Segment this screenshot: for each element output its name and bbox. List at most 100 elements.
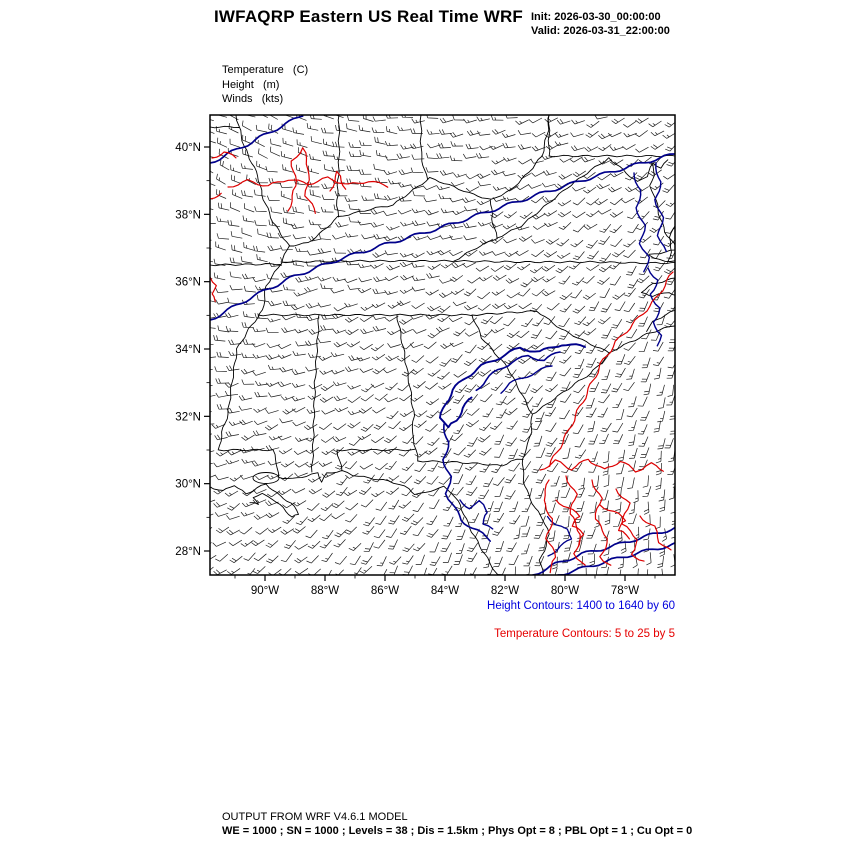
wind-barb bbox=[547, 462, 559, 473]
wind-barb bbox=[291, 406, 306, 413]
wind-barb bbox=[215, 378, 229, 384]
wind-barb bbox=[622, 144, 636, 150]
wind-barb bbox=[449, 235, 463, 241]
wind-barb bbox=[345, 366, 359, 372]
wind-barb bbox=[399, 410, 414, 417]
wind-barb bbox=[466, 542, 479, 552]
wind-barb bbox=[449, 131, 464, 138]
wind-barb bbox=[653, 235, 665, 246]
wind-barb bbox=[258, 148, 268, 159]
wind-barb bbox=[544, 221, 558, 228]
wind-barb bbox=[504, 407, 518, 416]
wind-barb bbox=[531, 463, 543, 474]
wind-barb bbox=[295, 277, 309, 283]
wind-barb bbox=[563, 540, 573, 552]
wind-barb bbox=[550, 515, 560, 526]
wind-barb bbox=[563, 516, 570, 529]
wind-barb bbox=[462, 153, 477, 159]
wind-barb bbox=[523, 555, 533, 567]
wind-barb bbox=[427, 369, 441, 377]
wind-barb bbox=[453, 328, 466, 337]
wind-barb bbox=[667, 384, 675, 397]
wind-barb bbox=[210, 394, 216, 397]
wind-barb bbox=[224, 390, 239, 396]
wind-barb bbox=[265, 500, 279, 507]
wind-barb bbox=[589, 501, 597, 514]
wind-barb bbox=[213, 462, 227, 468]
wind-barb bbox=[491, 158, 505, 165]
wind-barb bbox=[621, 197, 635, 204]
wind-barb bbox=[638, 301, 649, 312]
wind-barb bbox=[574, 316, 587, 326]
wind-barb bbox=[254, 206, 267, 212]
wind-barb bbox=[678, 184, 691, 191]
wind-barb bbox=[558, 330, 570, 340]
wind-barb bbox=[463, 288, 477, 297]
wind-barb bbox=[333, 204, 346, 212]
wind-barb bbox=[436, 153, 450, 159]
wind-barb bbox=[478, 369, 492, 377]
wind-barb bbox=[663, 289, 675, 299]
wind-barb bbox=[609, 197, 623, 206]
lat-tick-label: 34°N bbox=[175, 344, 201, 356]
wind-barb bbox=[438, 383, 452, 390]
wind-barb bbox=[650, 130, 665, 137]
wind-barb bbox=[215, 554, 229, 562]
wind-barb bbox=[210, 119, 214, 122]
wind-barb bbox=[347, 284, 361, 290]
wind-barb bbox=[535, 487, 545, 499]
wind-barb bbox=[254, 219, 267, 227]
wind-barb bbox=[574, 449, 587, 459]
wind-barb bbox=[256, 294, 269, 302]
wind-barb bbox=[676, 239, 688, 247]
wind-barb bbox=[522, 408, 534, 418]
wind-barb bbox=[373, 163, 386, 172]
wind-barb bbox=[399, 475, 413, 484]
wind-barb bbox=[280, 552, 293, 563]
wind-barb bbox=[505, 383, 517, 394]
wind-barb bbox=[389, 565, 398, 575]
wind-barb bbox=[637, 568, 639, 575]
wind-barb bbox=[215, 526, 230, 534]
valid-time-label: Valid: 2026-03-31_22:00:00 bbox=[531, 25, 670, 37]
wind-barb bbox=[664, 267, 675, 275]
wind-barb bbox=[294, 568, 309, 575]
wind-barb bbox=[503, 157, 517, 162]
wind-barb bbox=[423, 197, 437, 203]
wind-barb bbox=[653, 420, 661, 433]
wind-barb bbox=[217, 325, 230, 333]
wind-barb bbox=[399, 525, 412, 535]
wind-barb bbox=[226, 529, 240, 536]
wind-barb-layer bbox=[210, 115, 691, 575]
wind-barb bbox=[575, 500, 585, 512]
wind-barb bbox=[282, 284, 296, 291]
wind-barb bbox=[257, 228, 269, 238]
wind-barb bbox=[385, 460, 397, 470]
wind-barb bbox=[506, 342, 520, 350]
wind-barb bbox=[410, 394, 424, 402]
wind-barb bbox=[609, 276, 621, 286]
wind-barb bbox=[623, 132, 638, 138]
wind-barb bbox=[266, 232, 279, 239]
wind-barb bbox=[242, 148, 254, 158]
wind-barb bbox=[425, 356, 439, 364]
wind-barb bbox=[334, 407, 349, 413]
wind-barb bbox=[573, 384, 586, 394]
wind-barb bbox=[265, 327, 279, 334]
wind-barb bbox=[347, 384, 361, 390]
wind-barb bbox=[559, 355, 572, 364]
wind-barb bbox=[331, 500, 345, 509]
wind-barb bbox=[456, 529, 466, 540]
wind-barb bbox=[210, 198, 213, 200]
init-time-label: Init: 2026-03-30_00:00:00 bbox=[531, 11, 661, 23]
lat-tick-label: 28°N bbox=[175, 546, 201, 558]
wind-barb bbox=[589, 381, 600, 392]
wind-barb bbox=[520, 515, 530, 527]
wind-barb bbox=[335, 221, 349, 228]
wind-barb bbox=[256, 254, 268, 263]
wind-barb bbox=[633, 490, 639, 504]
wind-barb bbox=[359, 149, 372, 158]
wind-barb bbox=[386, 225, 400, 231]
wind-barb bbox=[425, 167, 439, 173]
wind-barb bbox=[410, 128, 423, 134]
